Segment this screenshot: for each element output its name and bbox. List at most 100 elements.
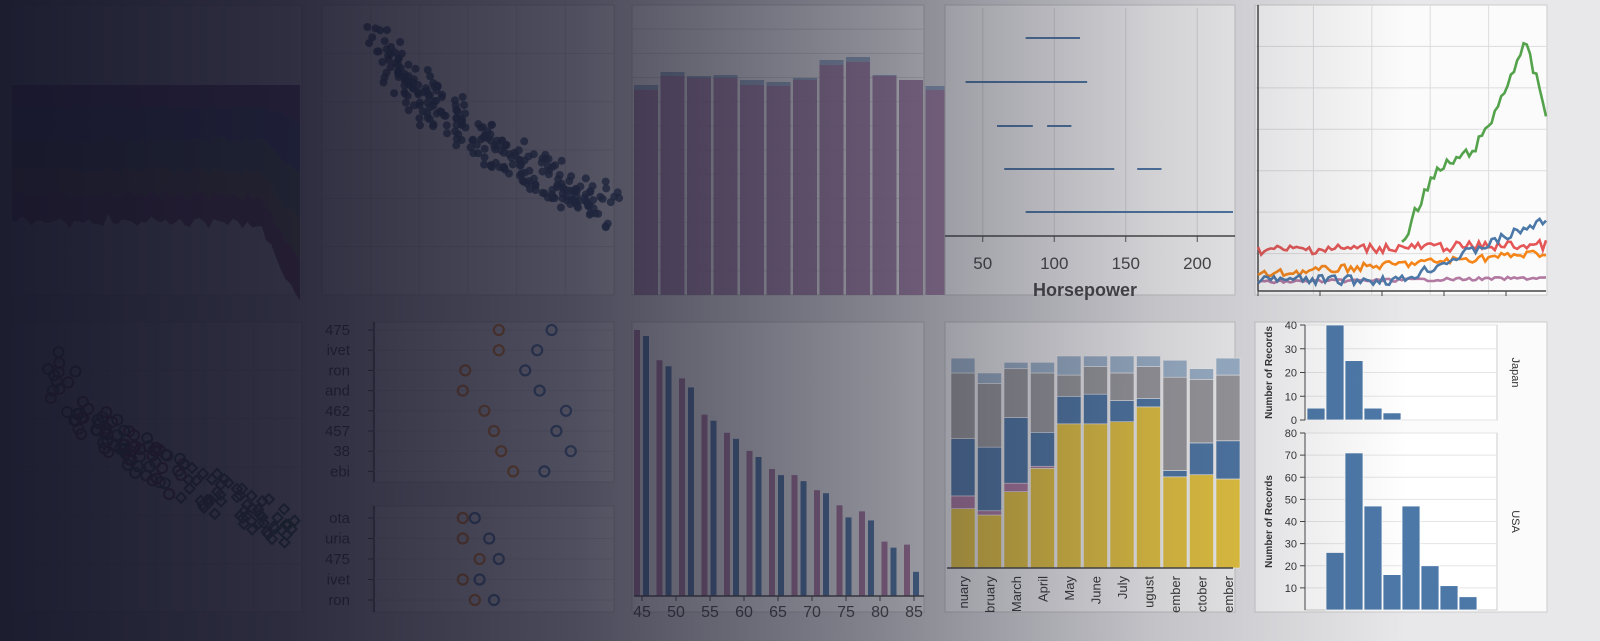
- y-tick-label: 50: [1285, 494, 1297, 506]
- bar-pink: [904, 544, 910, 596]
- x-tick-label: 75: [837, 604, 855, 621]
- scatter-point: [432, 109, 441, 118]
- scatter-point: [409, 84, 418, 93]
- stack-segment: [1083, 366, 1108, 395]
- y-tick-label: 10: [1285, 583, 1297, 595]
- stack-segment: [1003, 368, 1029, 418]
- scatter-point: [457, 120, 466, 129]
- scatter-point: [429, 97, 438, 106]
- stack-segment: [1162, 359, 1188, 378]
- scatter-point: [551, 161, 560, 170]
- scatter-point: [574, 203, 583, 212]
- scatter-point: [378, 58, 387, 66]
- stack-segment: [1056, 395, 1082, 425]
- scatter-point: [507, 153, 516, 162]
- y-tick-label: 10: [1285, 391, 1297, 403]
- x-tick-label: 70: [803, 604, 821, 621]
- x-tick-label: 50: [973, 254, 992, 273]
- stack-segment: [950, 372, 976, 439]
- scatter-point: [411, 64, 420, 73]
- scatter-point: [529, 150, 538, 159]
- bar-pink: [746, 450, 753, 596]
- bar: [872, 76, 897, 295]
- shape-scatter-panel: [9, 321, 303, 613]
- stack-segment: [1189, 442, 1214, 476]
- x-tick-label: 50: [667, 604, 685, 621]
- scatter-point: [383, 26, 391, 35]
- y-axis-title: Number of Records: [1264, 475, 1275, 568]
- stack-segment: [1083, 423, 1108, 569]
- scatter-point: [390, 48, 399, 57]
- y-axis-title: Number of Records: [1264, 326, 1275, 419]
- scatter-point: [480, 144, 489, 153]
- bar-pink: [634, 330, 640, 596]
- y-tick-label: 20: [1285, 561, 1297, 573]
- stack-segment: [1136, 406, 1161, 569]
- stack-segment: [1162, 470, 1188, 478]
- bar-pink: [679, 378, 685, 596]
- bar-blue: [778, 475, 784, 596]
- y-tick-label: 475: [325, 551, 350, 568]
- bar-pink: [769, 469, 775, 596]
- histogram-bar: [1344, 360, 1364, 421]
- stack-segment: [1056, 355, 1082, 376]
- y-tick-label: 40: [1285, 517, 1297, 529]
- scatter-point: [426, 72, 435, 81]
- bar-blue: [913, 571, 919, 596]
- bar-pink: [701, 414, 708, 596]
- bar-blue: [710, 420, 717, 596]
- y-tick-label: 80: [1285, 428, 1297, 440]
- scatter-point: [557, 156, 566, 165]
- scatter-point: [457, 136, 466, 144]
- y-tick-label: 38: [333, 443, 350, 460]
- monthly-stack-panel: nuary bruary March April May June July ugust emb…: [944, 321, 1241, 613]
- bar-pink: [791, 475, 798, 596]
- scatter-point: [450, 96, 459, 105]
- scatter-point: [469, 149, 478, 158]
- scatter-point: [601, 222, 610, 231]
- y-tick-label: 475: [325, 322, 350, 339]
- stack-segment: [950, 508, 976, 569]
- bar-pink: [836, 505, 843, 596]
- scatter-point: [516, 161, 525, 170]
- dot-plot-facet-bg: [371, 321, 615, 483]
- stack-segment: [1189, 474, 1214, 569]
- scatter-point: [490, 142, 499, 151]
- histogram-bar: [1382, 412, 1402, 421]
- scatter-point: [525, 166, 534, 175]
- y-tick-label: 70: [1285, 450, 1297, 462]
- scatter-point: [416, 121, 424, 130]
- stack-segment: [1030, 372, 1055, 433]
- bar: [846, 62, 870, 295]
- scatter-point: [390, 89, 399, 98]
- stack-segment: [1136, 355, 1161, 367]
- x-tick-label: 100: [1040, 254, 1068, 273]
- stack-segment: [1162, 376, 1188, 471]
- histogram-bar: [1325, 552, 1345, 611]
- scatter-point: [517, 169, 526, 178]
- bar: [713, 78, 738, 295]
- scatter-point: [598, 194, 607, 203]
- horsepower-panel: 50 100 150 200 Horsepower: [944, 4, 1236, 300]
- histogram-bar: [1382, 574, 1402, 611]
- scatter-point: [437, 93, 446, 102]
- y-tick-label: ota: [329, 510, 351, 527]
- histogram-bar: [1458, 596, 1478, 611]
- x-tick-label: March: [1009, 576, 1024, 612]
- stack-segment: [977, 510, 1002, 516]
- bar-pink: [881, 541, 888, 596]
- scatter-point: [606, 198, 615, 207]
- histogram-bar: [1363, 505, 1383, 611]
- x-tick-label: 45: [633, 604, 651, 621]
- overlap-bar-panel: [631, 4, 950, 296]
- bar: [634, 90, 658, 295]
- y-tick-label: ron: [328, 592, 350, 609]
- bar-blue: [845, 517, 852, 596]
- scatter-point: [541, 155, 550, 163]
- x-axis-title: Horsepower: [1033, 280, 1137, 300]
- stack-segment: [1056, 374, 1082, 397]
- scatter-point: [442, 121, 451, 130]
- stack-segment: [1083, 393, 1108, 425]
- stack-segment: [1136, 398, 1161, 408]
- facet-label: Japan: [1509, 358, 1521, 388]
